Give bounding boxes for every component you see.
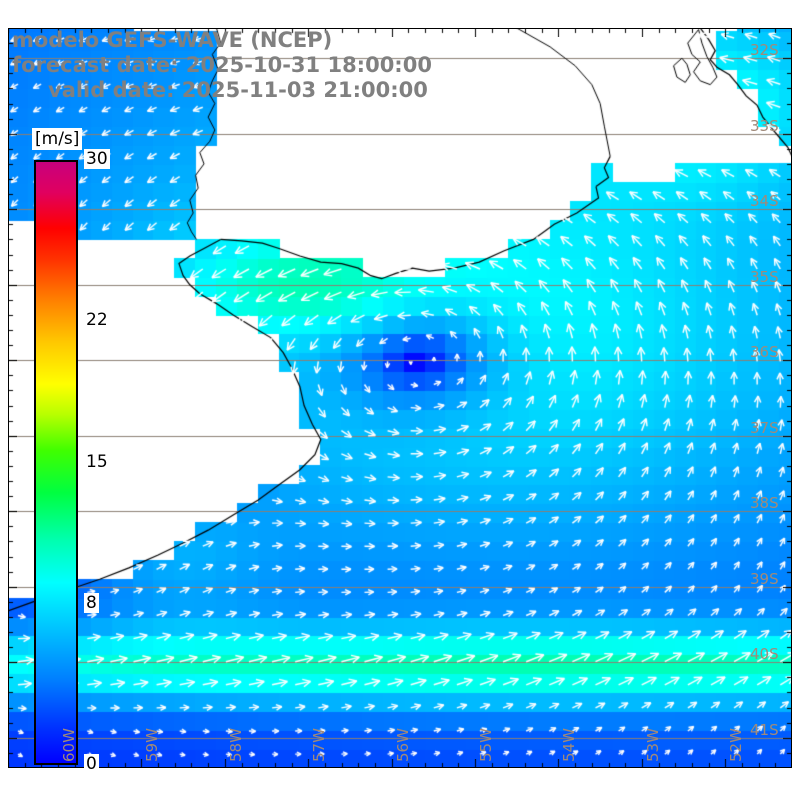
colorbar-tick-0: 0	[84, 754, 99, 774]
colorbar-gradient	[34, 160, 78, 765]
lon-label-57w: 57W	[310, 728, 329, 762]
lat-label-37s: 37S	[750, 418, 779, 437]
lon-label-53w: 53W	[643, 728, 662, 762]
wind-field-canvas[interactable]	[8, 28, 792, 768]
map-plot-area[interactable]	[8, 28, 792, 768]
colorbar-tick-15: 15	[84, 451, 110, 472]
colorbar-tick-30: 30	[84, 149, 110, 169]
colorbar-tick-22: 22	[84, 310, 110, 331]
lat-label-35s: 35S	[750, 267, 779, 286]
lon-label-54w: 54W	[560, 728, 579, 762]
lon-label-52w: 52W	[727, 728, 746, 762]
lat-label-33s: 33S	[750, 116, 779, 135]
lat-label-40s: 40S	[750, 645, 779, 664]
colorbar-units-label: [m/s]	[32, 128, 83, 150]
lat-label-38s: 38S	[750, 494, 779, 513]
lon-label-59w: 59W	[143, 728, 162, 762]
lon-label-55w: 55W	[477, 728, 496, 762]
lat-label-32s: 32S	[750, 41, 779, 60]
lon-label-58w: 58W	[226, 728, 245, 762]
lat-label-41s: 41S	[750, 720, 779, 739]
lat-label-34s: 34S	[750, 192, 779, 211]
lon-label-56w: 56W	[393, 728, 412, 762]
lon-label-60w: 60W	[60, 728, 79, 762]
colorbar-tick-8: 8	[84, 592, 99, 613]
lat-label-39s: 39S	[750, 569, 779, 588]
lat-label-36s: 36S	[750, 343, 779, 362]
